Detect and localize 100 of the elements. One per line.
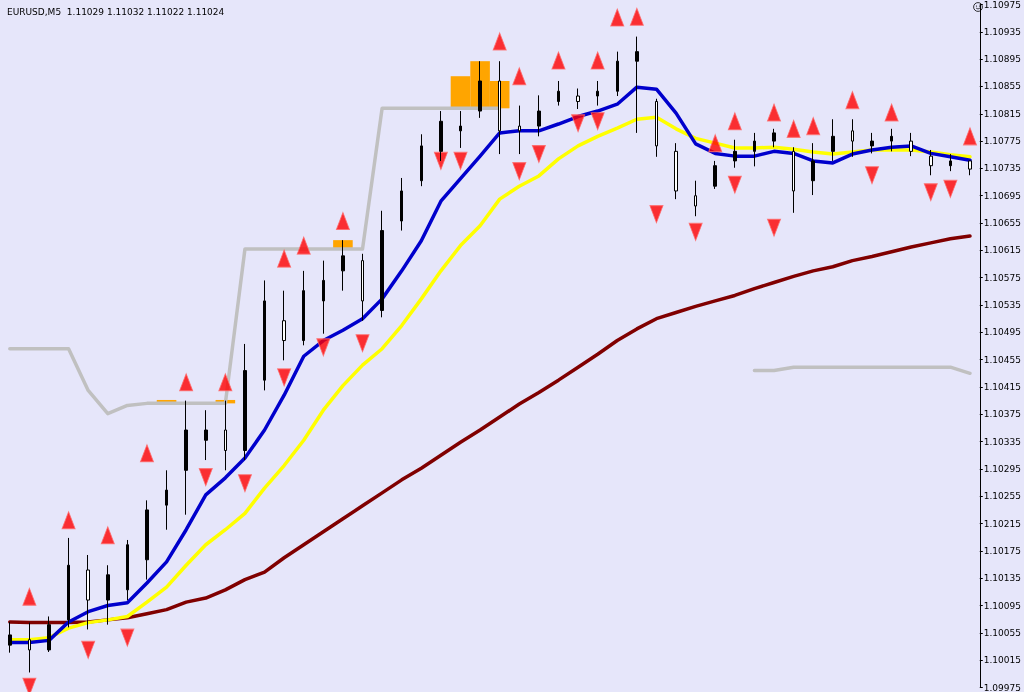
- point: [727, 175, 742, 194]
- candlestick: [792, 146, 795, 214]
- point: [590, 112, 605, 131]
- candlestick: [106, 564, 110, 626]
- y-tick-label: 1.10295: [983, 463, 1021, 474]
- point: [179, 373, 194, 392]
- candlestick: [949, 153, 952, 172]
- point: [884, 103, 899, 122]
- y-tick-label: 1.10375: [983, 409, 1021, 420]
- point: [120, 628, 135, 647]
- y-tick-label: 1.10935: [983, 26, 1021, 37]
- candlestick: [380, 210, 384, 318]
- candlestick: [8, 621, 12, 654]
- candlestick: [811, 142, 815, 196]
- point: [296, 236, 311, 255]
- point: [492, 32, 507, 51]
- candlestick: [929, 149, 933, 176]
- point: [962, 127, 977, 146]
- candlestick: [243, 343, 247, 461]
- candlestick: [635, 36, 639, 134]
- y-tick-label: 1.10535: [983, 300, 1021, 311]
- candlestick: [909, 132, 913, 157]
- candlestick: [361, 253, 364, 322]
- candlestick: [518, 105, 521, 155]
- point: [629, 7, 644, 26]
- candlestick: [537, 94, 541, 137]
- point: [453, 151, 468, 170]
- y-tick-label: 1.10215: [983, 518, 1021, 529]
- point: [590, 51, 605, 70]
- candlestick: [478, 60, 482, 119]
- line-series: [8, 234, 972, 625]
- point: [865, 166, 880, 185]
- candlestick: [694, 180, 697, 217]
- candlestick: [302, 270, 305, 346]
- candlestick: [204, 409, 208, 461]
- candlestick: [224, 400, 227, 471]
- point: [512, 67, 527, 86]
- candlestick: [596, 80, 599, 107]
- candlestick: [713, 160, 717, 190]
- candlestick: [576, 88, 580, 110]
- candlestick: [400, 177, 403, 232]
- candlestick: [557, 80, 560, 107]
- y-tick-label: 1.10975: [983, 0, 1021, 10]
- point: [767, 218, 782, 237]
- candlestick: [420, 133, 423, 187]
- point: [610, 8, 625, 27]
- chart-title: EURUSD,M5 1.11029 1.11032 1.11022 1.11024: [7, 6, 225, 17]
- candlestick: [498, 60, 501, 155]
- y-tick-label: 1.10735: [983, 163, 1021, 174]
- point: [786, 119, 801, 138]
- y-tick-label: 1.10695: [983, 190, 1021, 201]
- point: [433, 151, 448, 170]
- point: [139, 444, 154, 463]
- candlestick: [341, 239, 345, 292]
- point: [512, 162, 527, 181]
- candlestick: [322, 260, 325, 335]
- candlestick: [67, 537, 70, 628]
- point: [335, 212, 350, 231]
- y-tick-label: 1.10095: [983, 600, 1021, 611]
- candlestick: [126, 539, 129, 601]
- candlestick: [145, 499, 149, 581]
- candlestick: [439, 110, 443, 162]
- point: [22, 587, 37, 606]
- y-tick-label: 1.10255: [983, 491, 1021, 502]
- y-tick-label: 1.10455: [983, 354, 1021, 365]
- candlestick: [733, 139, 737, 169]
- candlestick: [851, 118, 854, 158]
- candlestick: [655, 98, 658, 158]
- point: [923, 183, 938, 202]
- y-tick-label: 1.10495: [983, 327, 1021, 338]
- y-tick-label: 1.10855: [983, 81, 1021, 92]
- point: [218, 373, 233, 392]
- candlestick: [772, 128, 776, 148]
- candlestick: [47, 615, 51, 653]
- point: [551, 51, 566, 70]
- point: [571, 114, 586, 133]
- y-tick-label: 1.10615: [983, 245, 1021, 256]
- candlestick: [263, 279, 266, 391]
- point: [708, 134, 723, 153]
- y-tick-label: 1.10895: [983, 54, 1021, 65]
- point: [100, 526, 115, 545]
- y-tick-label: 1.10575: [983, 272, 1021, 283]
- point: [531, 145, 546, 164]
- point: [943, 179, 958, 198]
- point: [277, 368, 292, 387]
- y-tick-label: 1.10055: [983, 627, 1021, 638]
- candlestick: [870, 132, 874, 154]
- candlestick: [753, 132, 756, 167]
- candlestick: [165, 469, 168, 531]
- candlestick: [674, 142, 678, 200]
- point: [649, 205, 664, 224]
- y-tick-label: 1.10175: [983, 545, 1021, 556]
- y-tick-label: 1.09975: [983, 682, 1021, 692]
- point: [806, 117, 821, 136]
- y-tick-label: 1.10015: [983, 655, 1021, 666]
- point: [237, 474, 252, 493]
- point: [277, 249, 292, 268]
- candlestick: [28, 622, 31, 673]
- y-tick-label: 1.10335: [983, 436, 1021, 447]
- y-tick-label: 1.10415: [983, 381, 1021, 392]
